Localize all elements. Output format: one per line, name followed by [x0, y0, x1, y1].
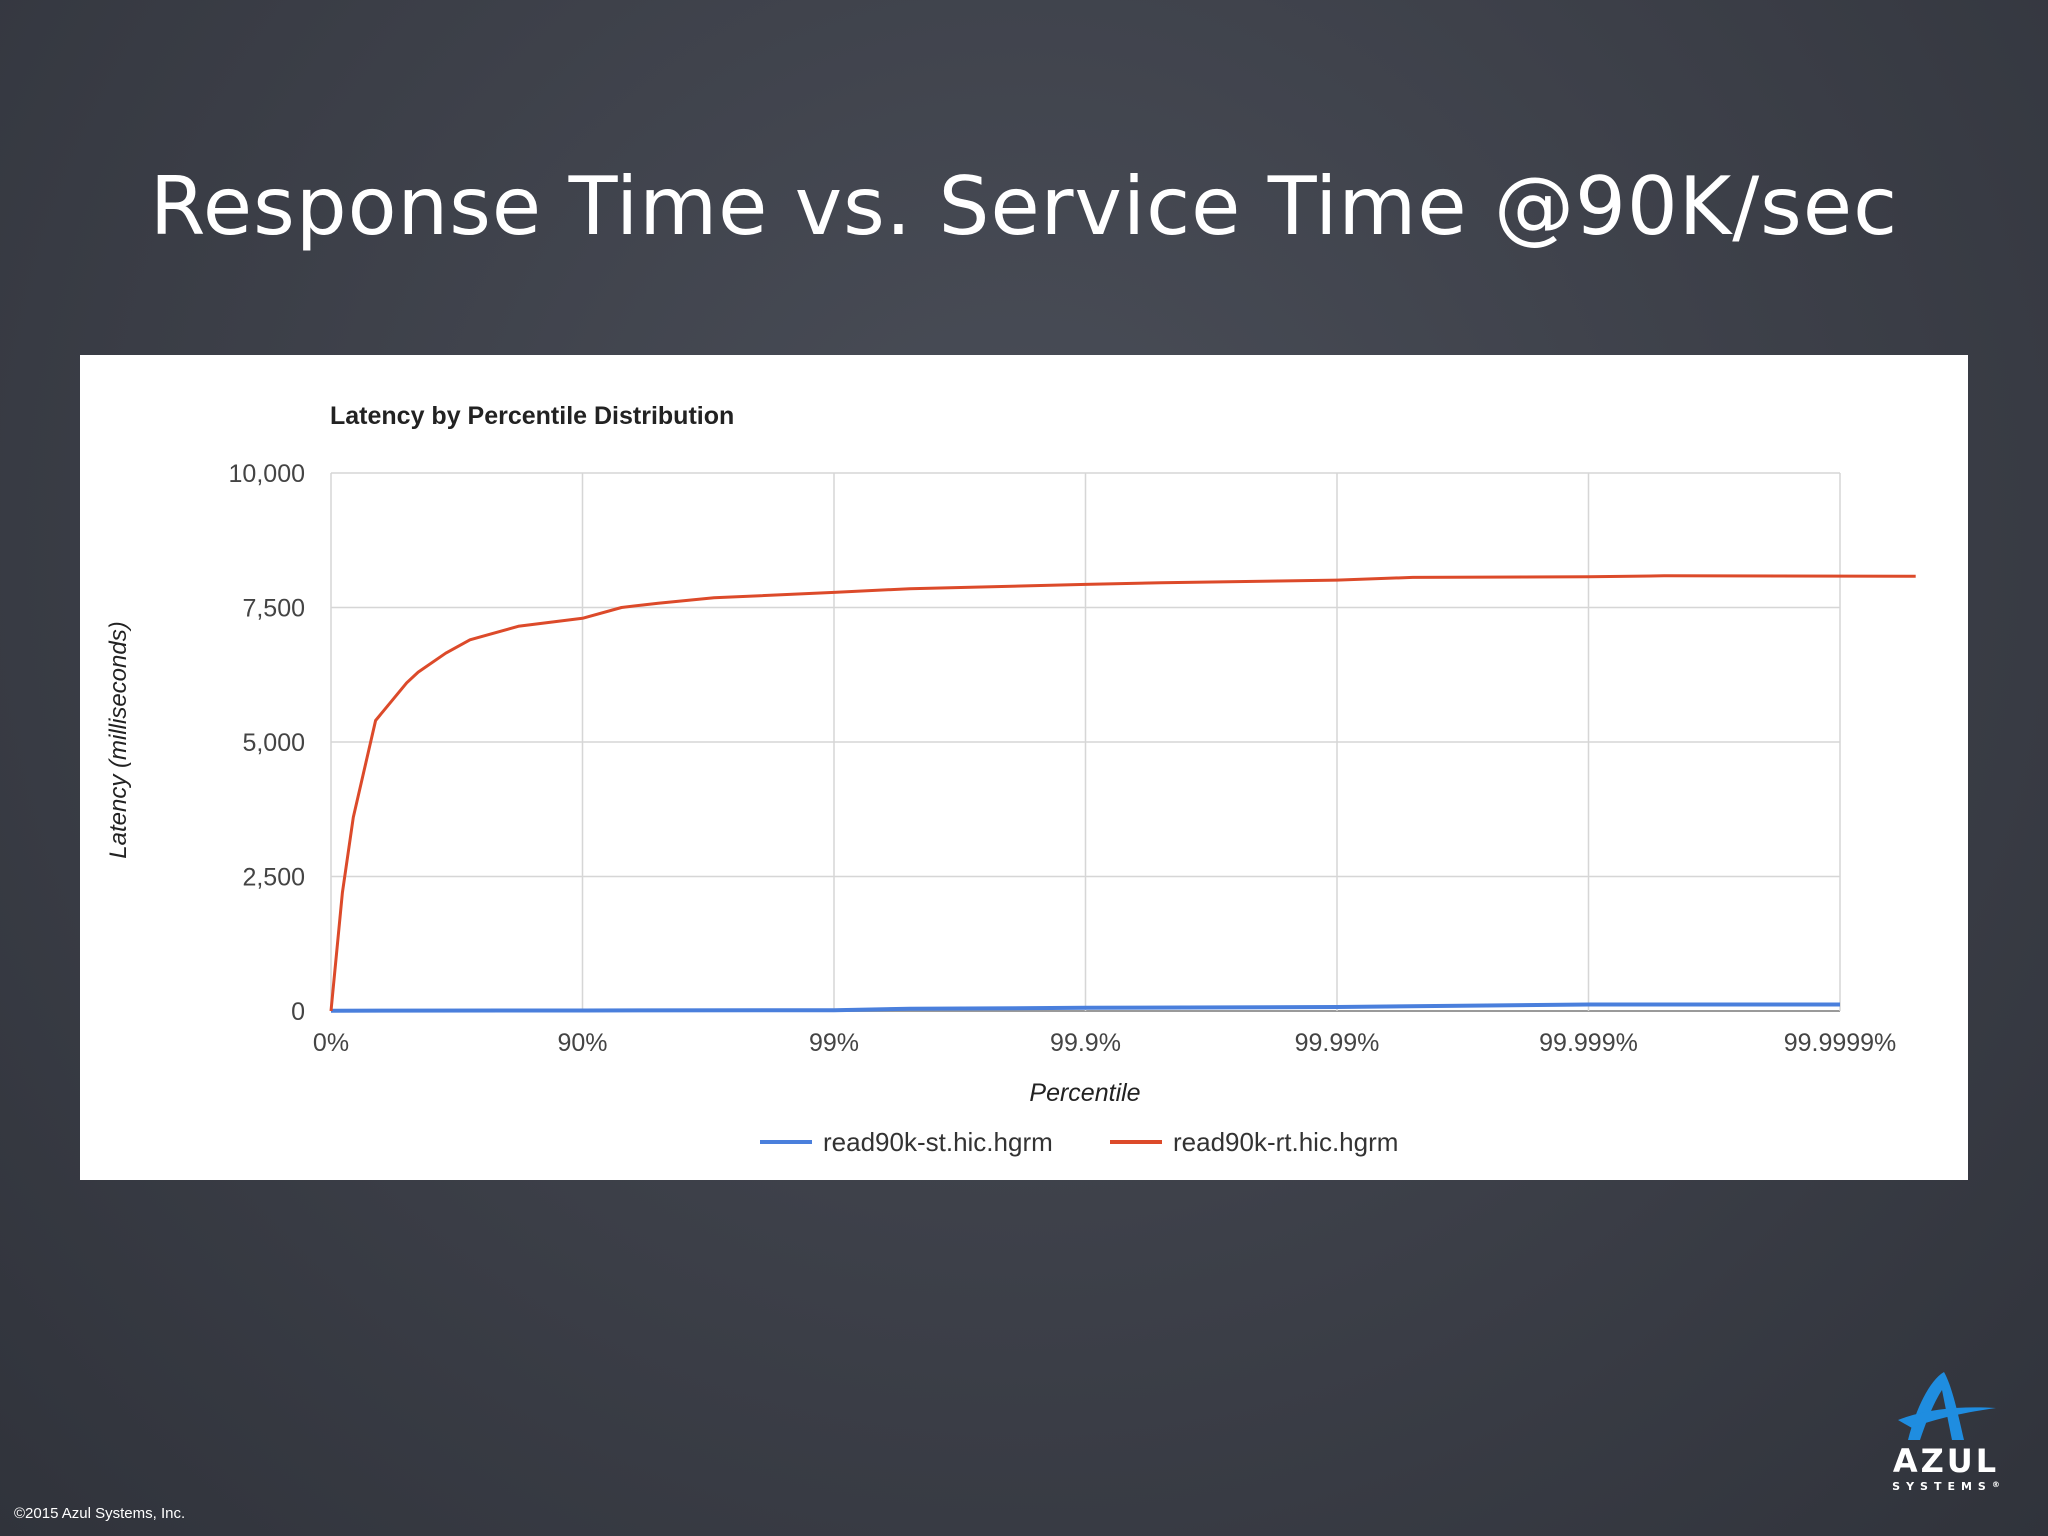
y-axis-label: Latency (milliseconds) [105, 621, 132, 858]
slide-title: Response Time vs. Service Time @90K/sec [149, 160, 1899, 253]
legend-label: read90k-rt.hic.hgrm [1173, 1127, 1398, 1157]
x-tick-label: 99% [809, 1029, 859, 1057]
chart-panel: Latency by Percentile Distribution 0 2,50… [80, 355, 1968, 1180]
logo-wordmark: AZUL [1892, 1442, 2000, 1480]
series-line-st [330, 1002, 1840, 1013]
latency-chart: Latency by Percentile Distribution 0 2,50… [105, 402, 1916, 1157]
y-tick-label: 10,000 [229, 460, 305, 488]
x-axis-label: Percentile [1029, 1079, 1140, 1107]
x-tick-label: 0% [313, 1029, 349, 1057]
series-layer [329, 574, 1916, 1013]
y-tick-label: 2,500 [242, 864, 305, 892]
series-line-rt [329, 574, 1916, 1012]
logo-registered-mark: ® [1991, 1480, 2000, 1489]
y-tick-label: 5,000 [242, 729, 305, 757]
y-tick-label: 0 [291, 998, 305, 1026]
azul-logo-mark-icon [1898, 1372, 1996, 1440]
azul-logo: AZUL SYSTEMS® [1878, 1368, 2014, 1508]
logo-subtitle-text: SYSTEMS [1892, 1480, 1992, 1493]
logo-subtitle: SYSTEMS® [1878, 1480, 2014, 1493]
legend: read90k-st.hic.hgrm read90k-rt.hic.hgrm [760, 1127, 1398, 1157]
x-tick-label: 99.999% [1539, 1029, 1638, 1057]
x-tick-label: 90% [557, 1029, 607, 1057]
copyright-text: ©2015 Azul Systems, Inc. [14, 1505, 186, 1522]
x-tick-label: 99.9% [1050, 1029, 1121, 1057]
grid-layer [330, 472, 1841, 1012]
x-tick-label: 99.99% [1295, 1029, 1380, 1057]
chart-title: Latency by Percentile Distribution [330, 402, 734, 430]
x-tick-label: 99.9999% [1784, 1029, 1897, 1057]
y-tick-label: 7,500 [242, 595, 305, 623]
ticks-layer: 0 2,500 5,000 7,500 10,000 0% 90% 99% 99.9% 99.99… [229, 460, 1897, 1057]
legend-label: read90k-st.hic.hgrm [823, 1127, 1053, 1157]
